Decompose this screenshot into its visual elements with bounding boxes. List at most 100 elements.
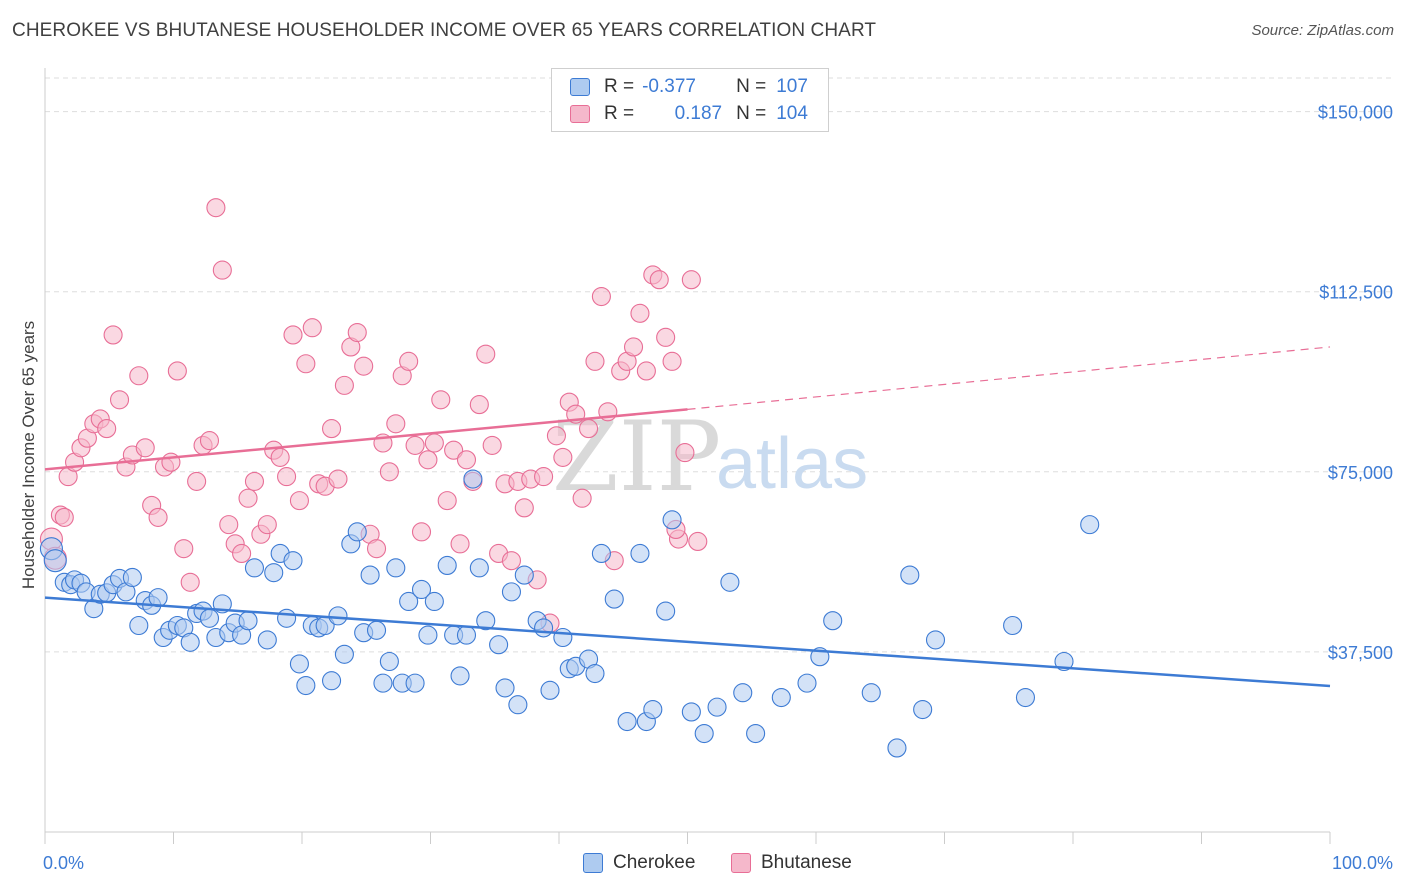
bhutanese-point <box>591 286 611 307</box>
bhutanese-point <box>289 491 309 511</box>
bhutanese-point <box>334 375 354 395</box>
cherokee-point <box>887 738 907 758</box>
cherokee-point <box>540 680 560 700</box>
cherokee-point <box>707 697 727 717</box>
cherokee-point <box>508 695 528 715</box>
cherokee-point <box>379 651 399 672</box>
cherokee-point <box>277 608 297 628</box>
bhutanese-point <box>469 395 489 415</box>
bhutanese-point <box>328 469 348 489</box>
legend-r-value: -0.377 <box>642 76 696 97</box>
legend-n-value: 104 <box>776 103 808 124</box>
bhutanese-point <box>296 354 316 374</box>
bhutanese-point <box>379 462 399 482</box>
y-axis-title: Householder Income Over 65 years <box>19 321 38 589</box>
bhutanese-point <box>238 488 258 508</box>
cherokee-point <box>463 469 483 489</box>
bhutanese-point <box>109 390 130 410</box>
cherokee-point <box>681 702 701 722</box>
cherokee-point <box>238 611 258 631</box>
cherokee-point <box>643 699 663 720</box>
cherokee-point <box>476 611 496 631</box>
bhutanese-point <box>54 507 74 527</box>
bhutanese-point <box>534 467 554 487</box>
cherokee-point <box>694 723 714 744</box>
cherokee-point <box>334 644 354 664</box>
bhutanese-point <box>135 438 155 458</box>
bhutanese-point <box>244 471 265 491</box>
bhutanese-point <box>129 366 149 386</box>
legend-row-cherokee: R = -0.377 N = 107 <box>570 75 808 99</box>
bhutanese-point <box>437 491 457 511</box>
y-tick-label: $75,000 <box>1328 463 1393 483</box>
cherokee-legend-swatch <box>583 853 603 873</box>
cherokee-point <box>823 611 843 631</box>
cherokee-point <box>720 572 740 592</box>
y-tick-label: $112,500 <box>1319 283 1393 303</box>
cherokee-point <box>405 673 425 693</box>
bhutanese-point <box>424 433 444 453</box>
legend-n-value: 107 <box>776 76 808 97</box>
cherokee-point <box>347 522 367 542</box>
cherokee-point <box>456 625 477 645</box>
bhutanese-trend-extension <box>687 346 1331 410</box>
bhutanese-legend-swatch <box>731 853 751 873</box>
cherokee-point <box>373 673 393 693</box>
bhutanese-point <box>212 260 232 280</box>
bhutanese-point <box>579 419 599 439</box>
cherokee-point <box>630 543 650 564</box>
cherokee-point <box>1003 615 1023 636</box>
bhutanese-points <box>39 198 708 633</box>
bhutanese-point <box>456 450 477 470</box>
bhutanese-point <box>354 356 374 376</box>
cherokee-point <box>43 549 67 573</box>
legend-row-bhutanese: R = 0.187 N = 104 <box>570 102 808 126</box>
cherokee-point <box>360 565 380 585</box>
cherokee-point <box>424 591 444 612</box>
bhutanese-point <box>199 431 220 451</box>
cherokee-point <box>495 678 515 698</box>
cherokee-point <box>199 608 220 628</box>
legend-r-label: R = <box>604 103 635 124</box>
bhutanese-point <box>444 440 464 460</box>
bhutanese-legend-label: Bhutanese <box>761 852 852 873</box>
bhutanese-point <box>405 435 425 455</box>
bhutanese-point <box>347 322 367 343</box>
cherokee-point <box>746 723 766 744</box>
cherokee-point <box>604 589 624 609</box>
stats-legend: R = -0.377 N = 107 R = 0.187 N = 104 <box>551 68 829 132</box>
cherokee-point <box>514 565 534 585</box>
cherokee-point <box>656 601 676 621</box>
series-legend: Cherokee Bhutanese <box>0 852 1406 876</box>
legend-item-bhutanese: Bhutanese <box>731 852 852 874</box>
y-tick-label: $150,000 <box>1318 103 1393 123</box>
cherokee-point <box>797 673 817 693</box>
bhutanese-point <box>174 539 194 559</box>
cherokee-point <box>489 635 509 655</box>
cherokee-point <box>289 654 309 674</box>
chart-title: CHEROKEE VS BHUTANESE HOUSEHOLDER INCOME… <box>12 20 877 41</box>
cherokee-point <box>257 630 277 650</box>
y-tick-labels: $37,500 $75,000 $112,500 $150,000 <box>1318 103 1393 663</box>
cherokee-point <box>662 510 682 530</box>
bhutanese-point <box>206 198 226 218</box>
x-tick-max: 100.0% <box>1332 853 1393 873</box>
trend-lines <box>44 346 1331 688</box>
bhutanese-point <box>681 270 701 290</box>
cherokee-point <box>129 615 149 636</box>
cherokee-point <box>386 558 406 578</box>
bhutanese-point <box>103 325 123 345</box>
cherokee-point <box>771 687 791 708</box>
cherokee-point <box>450 666 470 686</box>
bhutanese-point <box>187 471 207 491</box>
cherokee-point <box>264 563 284 583</box>
legend-r-value: 0.187 <box>674 103 723 124</box>
y-tick-label: $37,500 <box>1328 643 1393 663</box>
bhutanese-point <box>167 361 187 381</box>
bhutanese-point <box>399 351 419 371</box>
cherokee-point <box>322 671 342 691</box>
cherokee-point <box>244 558 265 578</box>
bhutanese-point <box>418 450 438 470</box>
bhutanese-point <box>219 515 239 535</box>
legend-n-label: N = <box>736 103 767 124</box>
